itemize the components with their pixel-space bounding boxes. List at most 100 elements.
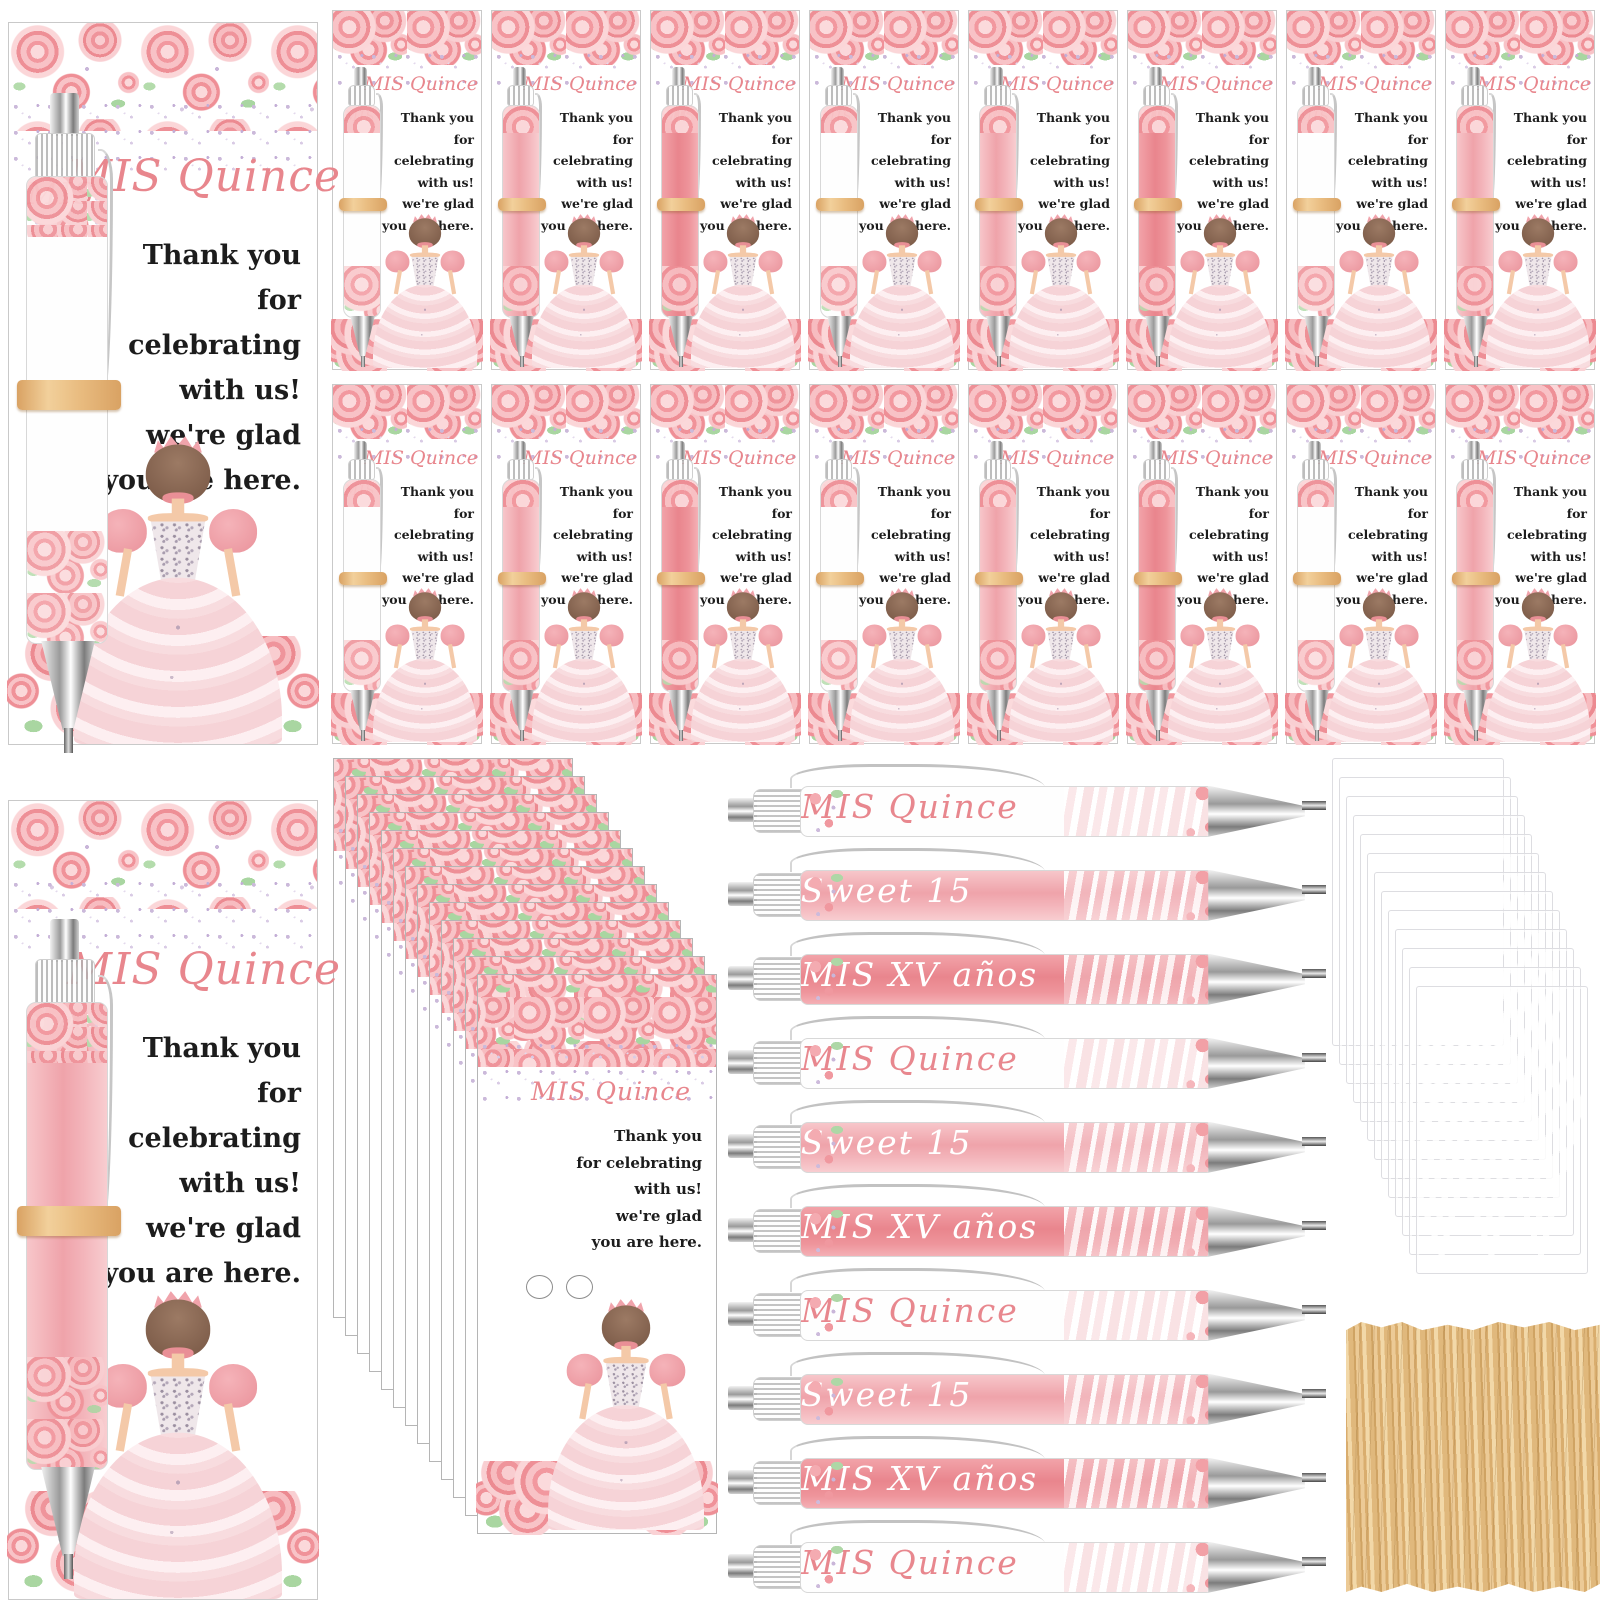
puff-sleeve <box>917 250 942 273</box>
thanks-line: for celebrating <box>128 1078 301 1154</box>
pen-plunger <box>1308 441 1322 461</box>
ball-gown <box>372 658 477 742</box>
thank-you-card-small: MIS Quince Thank you for celebrating wit… <box>649 10 801 371</box>
rose-garland <box>969 385 1117 461</box>
pen-tip <box>827 690 852 731</box>
shoulders <box>568 626 599 632</box>
neck <box>898 245 905 255</box>
pen-barrel: MIS Quince <box>343 104 382 318</box>
thank-you-message: Thank you for celebrating with us! we're… <box>1168 107 1269 236</box>
thanks-line: for celebrating <box>1029 131 1110 169</box>
thank-you-card-small: MIS Quince Thank you for celebrating wit… <box>967 10 1119 371</box>
pen-barrel: MIS Quince <box>799 785 1214 837</box>
rubber-band <box>975 571 1023 585</box>
pen-tip <box>1145 690 1170 731</box>
pen-clip <box>790 1352 1046 1376</box>
rubber-band <box>657 571 705 585</box>
neck <box>580 245 587 255</box>
thank-you-message: Thank you for celebrating with us! we're… <box>1009 481 1110 610</box>
thanks-line: with us! <box>1530 174 1587 190</box>
neck <box>1216 619 1223 629</box>
rose-garland <box>810 385 958 461</box>
pen-tip-point <box>1302 885 1326 894</box>
tiara <box>1525 214 1550 223</box>
pen-tip-point <box>519 729 524 741</box>
pen-plunger <box>1467 441 1481 461</box>
tiara <box>889 214 914 223</box>
tiara <box>412 214 437 223</box>
thanks-line: we're glad <box>615 1206 702 1225</box>
hair-bow <box>575 242 592 248</box>
arm <box>224 548 241 597</box>
thank-you-card-small: MIS Quince Thank you for celebrating wit… <box>1285 384 1437 745</box>
stacked-card-front: MIS Quince Thank you for celebrating wit… <box>476 974 718 1535</box>
thanks-line: we're glad <box>146 1213 301 1244</box>
pen: MIS XV años <box>657 441 705 741</box>
pens-row-stack: MIS Quince Sweet 15 <box>728 764 1418 1600</box>
pen-barrel: Sweet 15 <box>979 478 1018 692</box>
arm <box>224 1403 241 1452</box>
pen-barrel: MIS Quince <box>25 175 109 645</box>
pen-tip-point <box>996 729 1001 741</box>
pen-grip <box>1142 459 1170 480</box>
thanks-line: with us! <box>417 174 474 190</box>
pen-clip <box>790 1016 1046 1040</box>
pen: MIS XV años <box>1134 441 1182 741</box>
arm <box>1242 644 1251 669</box>
shoulders <box>148 1368 209 1379</box>
pen-label: MIS XV años <box>1139 482 1175 499</box>
pen: MIS Quince <box>728 1520 1418 1600</box>
pen-barrel: MIS Quince <box>1297 104 1336 318</box>
hair-bow <box>1529 242 1546 248</box>
pen-plunger <box>672 441 686 461</box>
rubber-band <box>816 197 864 211</box>
puff-sleeve <box>1021 624 1046 647</box>
quinceanera-princess-illustration <box>690 212 795 368</box>
pen-grip <box>347 459 375 480</box>
pen-tip-point <box>1302 1053 1326 1062</box>
arm <box>1506 644 1515 669</box>
puff-sleeve <box>1339 250 1364 273</box>
pen-clip <box>1489 92 1497 207</box>
pen: MIS Quince <box>1293 67 1341 367</box>
rubber-band <box>1134 571 1182 585</box>
rose-garland <box>1128 11 1276 87</box>
thanks-line: Thank you <box>1036 110 1110 125</box>
thanks-line: Thank you <box>1195 110 1269 125</box>
pen-grip <box>1460 459 1488 480</box>
pen-tip-point <box>1302 1305 1326 1314</box>
pen-plunger <box>990 441 1004 461</box>
pen-label: MIS Quince <box>800 1290 1019 1330</box>
quinceanera-princess-illustration <box>531 212 636 368</box>
pen-tip <box>668 690 693 731</box>
card-title: MIS Quince <box>1158 447 1274 469</box>
ball-gown <box>1167 284 1272 368</box>
rubber-band <box>1452 197 1500 211</box>
pen-label: Sweet 15 <box>503 482 539 499</box>
shoulders <box>727 252 758 258</box>
pen-barrel: MIS XV años <box>1138 478 1177 692</box>
pen-plunger <box>728 1049 757 1074</box>
pen: Sweet 15 <box>1452 441 1500 741</box>
pen-plunger <box>1308 67 1322 87</box>
shoulders <box>148 513 209 524</box>
rubber-band <box>339 197 387 211</box>
rose-garland <box>651 385 799 461</box>
pen-tip <box>1208 1541 1305 1593</box>
arm <box>1560 270 1569 295</box>
pen-label: Sweet 15 <box>980 482 1016 499</box>
thank-you-card-small: MIS Quince Thank you for celebrating wit… <box>808 10 960 371</box>
card-title: MIS Quince <box>530 1077 692 1106</box>
pen-tip-point <box>996 355 1001 367</box>
ball-gown <box>1485 658 1590 742</box>
pen-label: MIS Quince <box>1298 108 1334 125</box>
pen-grip <box>752 1124 806 1169</box>
pen-tip-point <box>519 355 524 367</box>
tiara <box>571 214 596 223</box>
thanks-line: for celebrating <box>393 505 474 543</box>
shoulders <box>1204 626 1235 632</box>
thank-you-card-large: MIS Quince Thank you for celebrating wit… <box>7 22 340 753</box>
thanks-line: with us! <box>1053 548 1110 564</box>
arm <box>765 644 774 669</box>
puff-sleeve <box>1076 250 1101 273</box>
